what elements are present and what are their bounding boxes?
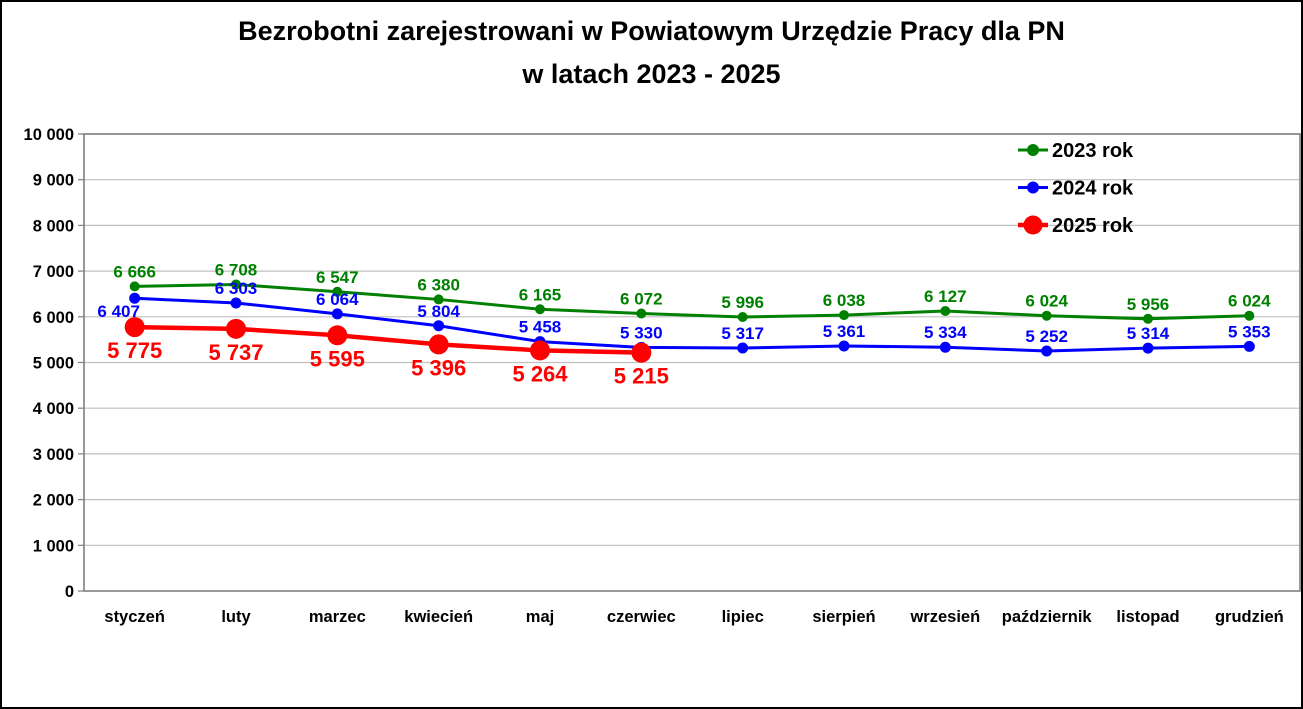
data-label: 5 804 (417, 302, 460, 321)
data-point (939, 341, 951, 353)
data-label: 5 956 (1127, 295, 1170, 314)
data-point (1244, 310, 1255, 321)
plot-area-border (83, 133, 1301, 592)
data-point (230, 297, 242, 309)
series-line-2023-rok (133, 282, 1251, 321)
data-label: 5 353 (1228, 322, 1271, 341)
x-axis-category-label: styczeń (104, 608, 165, 626)
data-point (433, 294, 444, 305)
data-label: 6 127 (924, 287, 967, 306)
legend-swatch-marker (1027, 181, 1039, 194)
data-point (433, 320, 445, 332)
y-axis-tick-label: 4 000 (33, 400, 74, 418)
data-label: 6 165 (519, 285, 562, 304)
data-label: 5 264 (512, 361, 568, 386)
data-label: 5 737 (208, 340, 263, 365)
data-label: 6 038 (823, 291, 866, 310)
x-axis-category-label: czerwiec (607, 608, 676, 626)
y-axis-tick-label: 2 000 (33, 492, 74, 510)
y-axis-tick-label: 1 000 (33, 537, 74, 555)
data-point (1041, 345, 1053, 357)
x-axis-category-label: sierpień (812, 608, 875, 626)
data-point (231, 279, 241, 290)
data-label: 5 996 (721, 293, 764, 312)
data-point (331, 308, 343, 320)
y-axis-tick-label: 10 000 (24, 126, 74, 144)
x-axis-category-label: kwiecień (404, 608, 473, 626)
x-axis-category-label: marzec (309, 608, 366, 626)
data-point (129, 281, 140, 292)
data-point (428, 334, 449, 355)
x-axis-category-label: grudzień (1215, 608, 1284, 626)
data-label: 5 317 (721, 324, 764, 343)
series-line-2024-rok (133, 296, 1251, 353)
legend-label: 2025 rok (1052, 215, 1134, 237)
data-label: 5 330 (620, 323, 663, 342)
x-axis-category-label: maj (526, 608, 554, 626)
chart-title: Bezrobotni zarejestrowani w Powiatowym U… (2, 10, 1301, 96)
data-point (332, 286, 343, 297)
data-label: 6 380 (417, 275, 460, 294)
data-point (530, 340, 550, 361)
data-point (636, 308, 647, 319)
data-point (838, 340, 850, 352)
data-point (1143, 313, 1153, 324)
data-label: 5 334 (924, 323, 967, 342)
legend-swatch-marker (1027, 144, 1039, 156)
data-label: 5 252 (1025, 327, 1068, 346)
chart-title-line2: w latach 2023 - 2025 (522, 59, 781, 89)
legend-label: 2023 rok (1052, 140, 1134, 162)
data-label: 5 361 (823, 322, 866, 341)
data-label: 6 708 (215, 260, 258, 279)
data-point (1142, 342, 1154, 354)
data-label: 5 775 (107, 338, 162, 363)
y-axis-tick-label: 8 000 (33, 217, 74, 235)
data-label: 6 024 (1228, 292, 1271, 311)
data-point (535, 304, 545, 315)
data-label: 5 595 (310, 346, 365, 371)
data-label: 5 458 (519, 318, 562, 337)
chart-title-line1: Bezrobotni zarejestrowani w Powiatowym U… (238, 16, 1065, 46)
data-label: 6 024 (1025, 292, 1068, 311)
y-axis-tick-label: 7 000 (33, 263, 74, 281)
y-axis-tick-label: 3 000 (33, 446, 74, 464)
data-label: 6 407 (97, 302, 140, 321)
data-point (737, 311, 748, 322)
legend-label: 2024 rok (1052, 178, 1134, 200)
data-point (327, 325, 348, 346)
data-label: 5 314 (1127, 324, 1170, 343)
data-label: 5 215 (614, 364, 669, 389)
data-point (129, 292, 141, 304)
data-point (631, 342, 652, 363)
data-point (839, 310, 849, 321)
data-label: 6 303 (215, 279, 258, 298)
data-label: 6 072 (620, 290, 663, 309)
data-point (737, 342, 749, 354)
data-point (1041, 310, 1052, 321)
x-axis-category-label: luty (221, 608, 251, 626)
data-point (124, 317, 145, 338)
data-point (226, 318, 246, 339)
legend-swatch-marker (1023, 215, 1043, 235)
data-label: 6 547 (316, 268, 359, 287)
y-axis-tick-label: 0 (65, 583, 74, 601)
data-point (1243, 340, 1255, 352)
data-label: 6 064 (316, 290, 359, 309)
x-axis-category-label: październik (1002, 608, 1093, 626)
x-axis-category-label: wrzesień (909, 608, 980, 626)
data-label: 6 666 (113, 262, 156, 281)
data-label: 5 396 (411, 355, 466, 380)
y-axis-tick-label: 6 000 (33, 309, 74, 327)
data-point (940, 305, 951, 316)
y-axis-tick-label: 9 000 (33, 172, 74, 190)
x-axis-category-label: lipiec (722, 608, 764, 626)
x-axis-category-label: listopad (1116, 608, 1179, 626)
y-axis-tick-label: 5 000 (33, 355, 74, 373)
series-line-2025-rok (132, 324, 644, 355)
